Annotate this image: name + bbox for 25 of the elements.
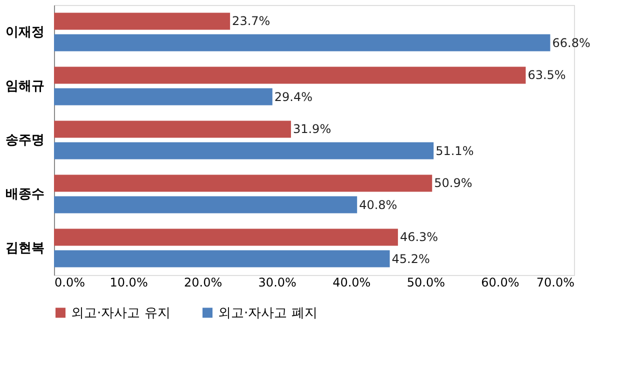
data-label: 40.8%	[359, 198, 398, 212]
data-label: 66.8%	[552, 36, 590, 50]
x-tick-label: 60.0%	[481, 276, 520, 290]
data-label: 46.3%	[400, 230, 438, 244]
x-tick-label: 70.0%	[536, 276, 574, 290]
data-label: 31.9%	[292, 122, 332, 136]
data-label: 45.2%	[392, 252, 430, 266]
data-label: 23.7%	[232, 14, 270, 28]
x-tick-label: 0.0%	[54, 276, 85, 290]
y-tick-label: 김현복	[6, 241, 44, 256]
data-label: 29.4%	[274, 90, 313, 104]
x-tick-label: 20.0%	[184, 276, 222, 290]
data-label: 51.1%	[436, 144, 474, 158]
legend-label: 외고·자사고 유지	[71, 306, 170, 321]
data-label: 63.5%	[528, 68, 566, 82]
legend-label: 외고·자사고 폐지	[218, 306, 318, 321]
x-tick-label: 40.0%	[332, 276, 371, 290]
y-tick-label: 이재정	[6, 25, 44, 40]
x-tick-label: 50.0%	[406, 276, 445, 290]
y-tick-label: 송주명	[6, 133, 44, 148]
y-tick-label: 임해규	[6, 79, 44, 94]
x-tick-label: 10.0%	[110, 276, 148, 290]
x-tick-label: 30.0%	[258, 276, 296, 290]
data-label: 50.9%	[434, 176, 472, 190]
y-tick-label: 배종수	[6, 187, 44, 202]
